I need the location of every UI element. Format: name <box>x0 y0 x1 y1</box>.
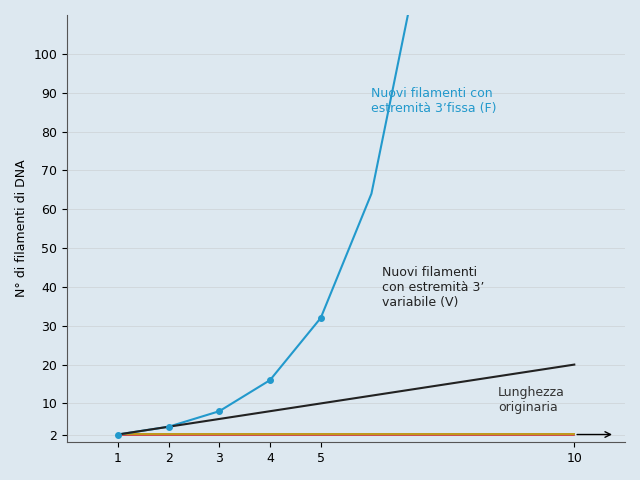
Text: Nuovi filamenti con
estremità 3’fissa (F): Nuovi filamenti con estremità 3’fissa (F… <box>371 87 497 115</box>
Y-axis label: N° di filamenti di DNA: N° di filamenti di DNA <box>15 160 28 298</box>
Text: Lunghezza
originaria: Lunghezza originaria <box>498 386 565 414</box>
Text: Nuovi filamenti
con estremità 3’
variabile (V): Nuovi filamenti con estremità 3’ variabi… <box>381 266 484 309</box>
